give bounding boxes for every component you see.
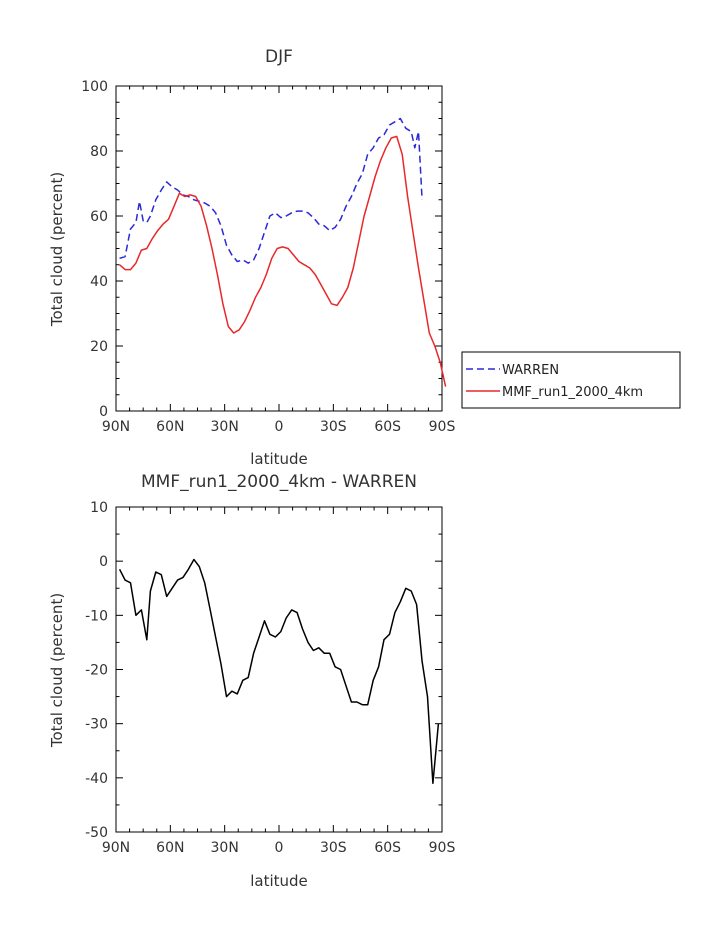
bottom-chart-y-tick-label: -50 [85,825,108,841]
top-chart-x-tick-label: 30N [211,419,239,435]
bottom-chart-y-tick-label: 10 [90,500,108,516]
top-chart-panel: DJF latitude Total cloud (percent) 90N 60… [48,47,681,468]
top-chart-x-tick-label: 0 [275,419,284,435]
top-chart-y-tick-label: 40 [90,274,108,290]
bottom-chart-x-tick-label: 60N [156,840,184,856]
legend-label-mmf-run1-2000-4km: MMF_run1_2000_4km [502,385,643,400]
top-chart-x-axis-label: latitude [250,450,308,468]
top-chart-y-axis-label: Total cloud (percent) [48,172,66,327]
top-chart-y-tick-label: 100 [81,79,108,95]
top-chart-series-line-mmf-run1-2000-4km [119,135,447,387]
legend-label-warren: WARREN [502,363,559,378]
top-chart-title: DJF [265,47,293,67]
top-chart-plot-area: 90N 60N 30N 0 30S 60S 90S 0 20 40 60 80 100 [81,79,455,435]
bottom-chart-x-tick-label: 90S [429,840,456,856]
bottom-chart-x-tick-label: 30N [211,840,239,856]
bottom-chart-y-tick-label: -10 [85,608,108,624]
bottom-chart-x-tick-label: 0 [275,840,284,856]
bottom-chart-y-axis-label: Total cloud (percent) [48,593,66,748]
legend-box [461,351,681,409]
bottom-chart-series-line-difference [118,558,440,785]
bottom-chart-frame [115,506,443,833]
top-chart-y-tick-label: 0 [99,404,108,420]
top-chart-x-tick-label: 90S [429,419,456,435]
bottom-chart-x-tick-label: 90N [102,840,130,856]
top-chart-x-tick-label: 30S [320,419,347,435]
bottom-chart-title: MMF_run1_2000_4km - WARREN [141,472,417,492]
top-chart-y-tick-label: 60 [90,209,108,225]
top-chart-legend: WARREN MMF_run1_2000_4km [461,351,681,409]
bottom-chart-y-tick-label: -30 [85,717,108,733]
top-chart-x-tick-label: 60S [374,419,401,435]
top-chart-x-tick-label: 60N [156,419,184,435]
bottom-chart-x-axis-label: latitude [250,872,308,890]
top-chart-x-tick-label: 90N [102,419,130,435]
top-chart-y-tick-label: 20 [90,339,108,355]
bottom-chart-plot-area: 90N 60N 30N 0 30S 60S 90S -50 -40 -30 -20 -10 0 10 [85,500,455,856]
bottom-chart-y-tick-label: -20 [85,663,108,679]
top-chart-series-line-warren [119,117,423,264]
bottom-chart-panel: MMF_run1_2000_4km - WARREN latitude Tota… [48,472,455,890]
bottom-chart-x-tick-label: 60S [374,840,401,856]
bottom-chart-x-tick-label: 30S [320,840,347,856]
top-chart-y-tick-label: 80 [90,144,108,160]
bottom-chart-y-tick-label: 0 [99,554,108,570]
bottom-chart-y-tick-label: -40 [85,771,108,787]
